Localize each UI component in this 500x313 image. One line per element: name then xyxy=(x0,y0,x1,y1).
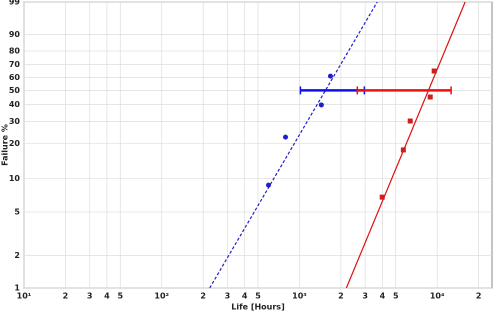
x-tick-label: 5 xyxy=(393,292,399,301)
point xyxy=(400,147,406,153)
x-tick-label: 2 xyxy=(63,292,69,301)
y-tick-label: 60 xyxy=(9,73,21,82)
y-tick-label: 10 xyxy=(9,174,21,183)
x-axis-label: Life [Hours] xyxy=(231,303,284,312)
point xyxy=(427,94,433,100)
y-tick-label: 70 xyxy=(9,60,21,69)
y-tick-label: 90 xyxy=(9,30,21,39)
x-tick-label: 5 xyxy=(255,292,261,301)
x-tick-label: 10¹ xyxy=(17,292,32,301)
x-tick-label: 3 xyxy=(362,292,368,301)
point xyxy=(283,134,289,140)
point xyxy=(327,73,333,79)
x-tick-label: 2 xyxy=(476,292,482,301)
y-axis-label: Failure % xyxy=(1,124,10,166)
x-tick-label: 4 xyxy=(104,292,110,301)
x-tick-label: 4 xyxy=(242,292,248,301)
y-tick-label: 1 xyxy=(14,284,20,293)
x-tick-label: 2 xyxy=(338,292,344,301)
x-tick-label: 3 xyxy=(225,292,231,301)
x-tick-label: 4 xyxy=(380,292,386,301)
fit-line xyxy=(209,1,378,289)
y-tick-label: 2 xyxy=(14,251,20,260)
point xyxy=(407,118,413,124)
y-tick-label: 5 xyxy=(14,207,20,216)
x-tick-label: 10² xyxy=(154,292,169,301)
point xyxy=(379,194,385,200)
x-tick-label: 10³ xyxy=(292,292,307,301)
y-tick-label: 20 xyxy=(9,139,21,148)
y-tick-label: 30 xyxy=(9,117,21,126)
point xyxy=(318,102,324,108)
point xyxy=(431,68,437,74)
fit-line xyxy=(345,1,466,289)
x-tick-label: 10⁴ xyxy=(430,292,445,301)
y-tick-label: 80 xyxy=(9,47,21,56)
x-tick-label: 3 xyxy=(87,292,93,301)
y-tick-label: 99 xyxy=(9,0,21,7)
y-tick-label: 50 xyxy=(9,86,21,95)
x-tick-label: 5 xyxy=(117,292,123,301)
x-tick-label: 2 xyxy=(200,292,206,301)
y-tick-label: 40 xyxy=(9,100,21,109)
point xyxy=(266,182,272,188)
